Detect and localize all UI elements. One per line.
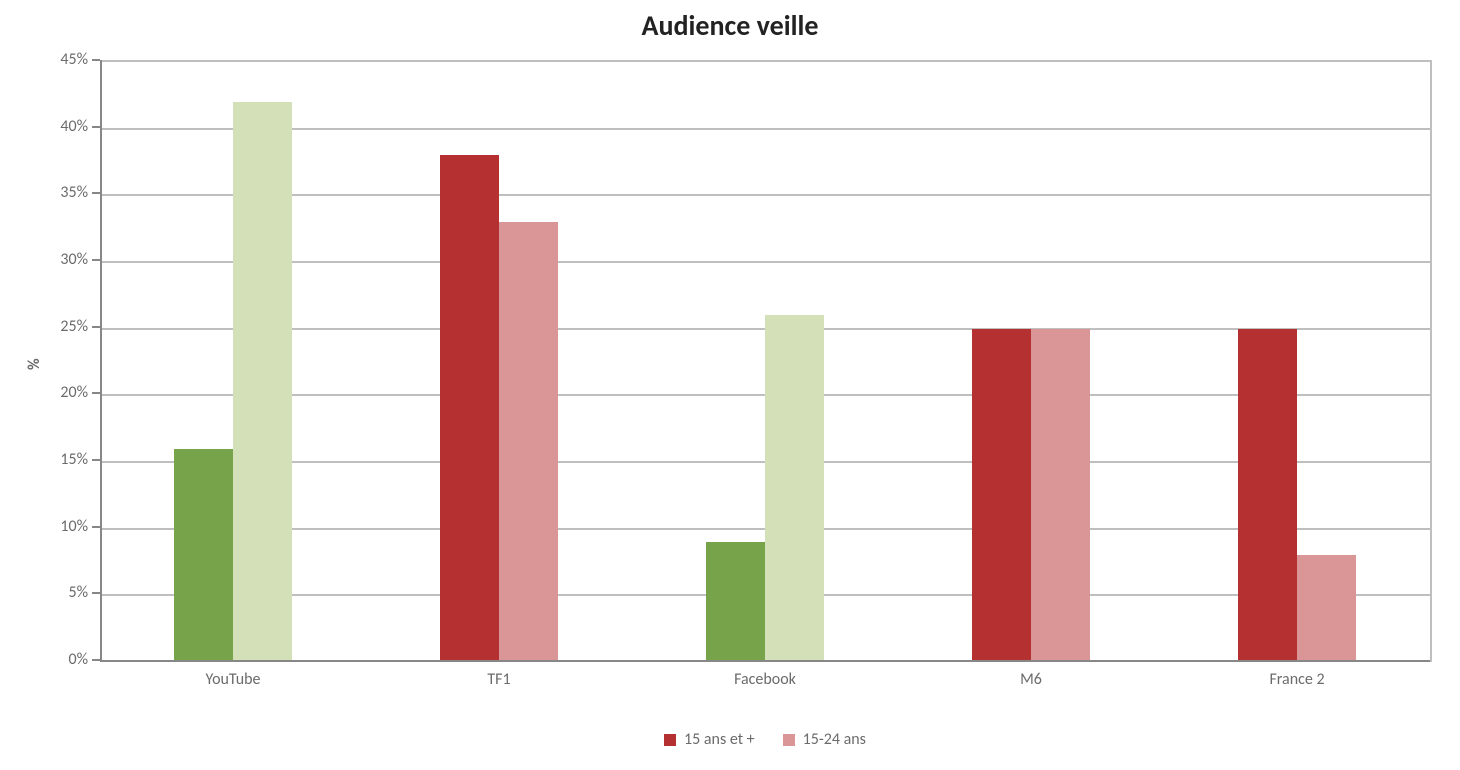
y-tick-label: 5% [40,583,88,602]
x-tick-label: YouTube [100,670,366,689]
legend-label: 15-24 ans [803,730,866,749]
bar [1238,329,1297,662]
bar [1297,555,1356,662]
gridline [100,261,1430,263]
gridline [100,194,1430,196]
bar [1031,329,1090,662]
y-tick-mark [92,192,100,194]
y-tick-mark [92,392,100,394]
legend: 15 ans et + 15-24 ans [100,730,1430,749]
bar [765,315,824,662]
x-tick-label: France 2 [1164,670,1430,689]
y-tick-mark [92,259,100,261]
x-tick-label: TF1 [366,670,632,689]
bar [233,102,292,662]
x-tick-label: M6 [898,670,1164,689]
y-tick-label: 0% [40,650,88,669]
y-tick-label: 40% [40,117,88,136]
x-axis-line [100,660,1430,662]
y-tick-mark [92,459,100,461]
y-tick-mark [92,126,100,128]
legend-swatch [664,734,676,746]
y-tick-label: 15% [40,450,88,469]
y-tick-mark [92,592,100,594]
legend-item: 15-24 ans [783,730,866,749]
y-tick-label: 45% [40,50,88,69]
bar [174,449,233,662]
y-tick-label: 35% [40,183,88,202]
plot-area [100,60,1432,662]
legend-swatch [783,734,795,746]
gridline [100,128,1430,130]
y-tick-mark [92,59,100,61]
y-axis-line [100,60,102,660]
y-tick-label: 10% [40,517,88,536]
legend-item: 15 ans et + [664,730,755,749]
bar [706,542,765,662]
legend-label: 15 ans et + [684,730,755,749]
chart-container: Audience veille % 15 ans et + 15-24 ans 0… [0,0,1460,770]
y-tick-mark [92,659,100,661]
chart-title: Audience veille [0,8,1460,43]
bar [499,222,558,662]
bar [440,155,499,662]
bar [972,329,1031,662]
y-tick-mark [92,326,100,328]
y-tick-label: 25% [40,317,88,336]
y-tick-label: 30% [40,250,88,269]
x-tick-label: Facebook [632,670,898,689]
y-axis-label: % [25,358,44,370]
y-tick-label: 20% [40,383,88,402]
y-tick-mark [92,526,100,528]
